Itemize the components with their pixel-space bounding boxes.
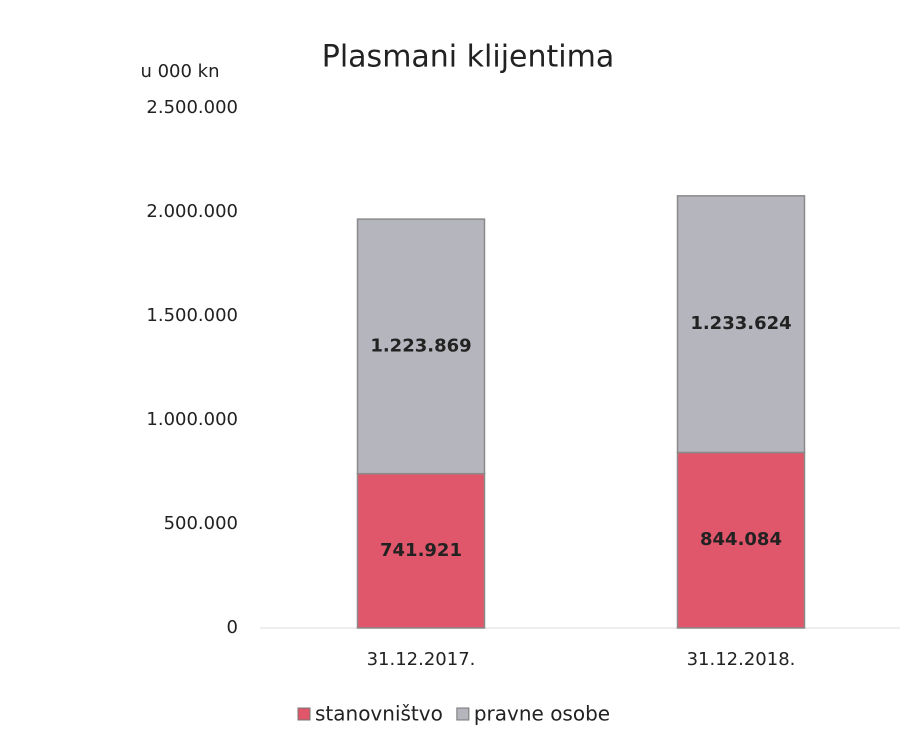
- x-tick-label: 31.12.2018.: [687, 649, 796, 670]
- y-tick-label: 0: [227, 617, 238, 638]
- chart-title: Plasmani klijentima: [322, 40, 615, 75]
- legend-swatch: [297, 707, 311, 721]
- bar-segment: [356, 218, 486, 475]
- legend-label: stanovništvo: [315, 702, 443, 726]
- value-label: 1.223.869: [370, 335, 471, 356]
- y-tick-label: 1.000.000: [146, 409, 238, 430]
- bar-segment: [356, 472, 486, 629]
- x-tick-label: 31.12.2017.: [367, 649, 476, 670]
- y-tick-label: 500.000: [164, 513, 238, 534]
- y-axis-label: u 000 kn: [140, 61, 219, 82]
- value-label: 1.233.624: [690, 313, 791, 334]
- value-label: 741.921: [380, 540, 462, 561]
- y-tick-label: 1.500.000: [146, 305, 238, 326]
- value-label: 844.084: [700, 529, 782, 550]
- y-tick-label: 2.000.000: [146, 201, 238, 222]
- legend-swatch: [456, 707, 470, 721]
- y-tick-label: 2.500.000: [146, 97, 238, 118]
- bar-segment: [676, 195, 806, 454]
- legend-label: pravne osobe: [474, 702, 610, 726]
